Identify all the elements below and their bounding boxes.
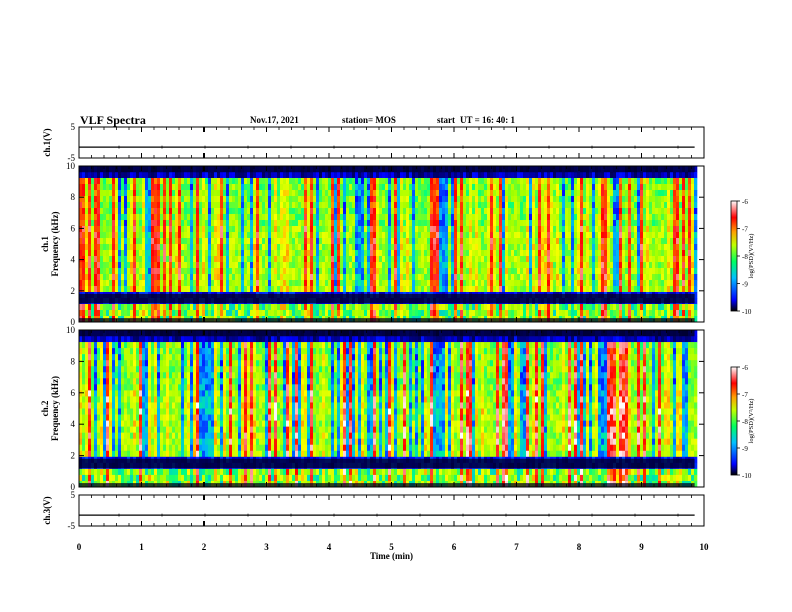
- colorbar-tick-label: -10: [742, 308, 752, 316]
- x-tick-label: 5: [389, 542, 394, 552]
- y-tick-label: 6: [71, 223, 76, 233]
- date-label: Nov.17, 2021: [250, 115, 299, 125]
- colorbar-label: log(PSD)(V²/Hz): [748, 399, 755, 444]
- y-axis-label: ch.1(V): [42, 128, 52, 156]
- x-tick-label: 6: [452, 542, 457, 552]
- colorbar-tick-label: -8: [742, 253, 748, 261]
- y-tick-label: 5: [71, 122, 76, 132]
- colorbar-label: log(PSD)(V²/Hz): [748, 234, 755, 279]
- y-tick-label: 4: [71, 255, 76, 265]
- colorbar-tick-label: -7: [742, 226, 748, 234]
- station-label: station= MOS: [342, 115, 396, 125]
- colorbar: [730, 366, 738, 476]
- y-tick-label: 2: [71, 451, 76, 461]
- spectrogram-layer: [79, 166, 704, 488]
- x-tick-label: 3: [264, 542, 269, 552]
- x-tick-label: 2: [202, 542, 207, 552]
- colorbar-tick-label: -6: [742, 364, 748, 372]
- axes-layer: [78, 126, 740, 527]
- colorbar-tick-label: -9: [742, 445, 748, 453]
- spectrogram-dark-band: [79, 483, 695, 487]
- start-label: start: [437, 115, 455, 125]
- x-tick-label: 4: [327, 542, 332, 552]
- y-tick-label: 0: [71, 482, 76, 492]
- y-tick-label: 10: [66, 161, 76, 171]
- x-tick-label: 0: [77, 542, 82, 552]
- spectrogram-dark-band: [79, 458, 695, 469]
- y-tick-label: -5: [68, 521, 76, 531]
- spectrogram-dark-band: [79, 330, 695, 337]
- colorbar-tick-label: -9: [742, 281, 748, 289]
- y-tick-label: 5: [71, 490, 76, 500]
- x-tick-label: 8: [577, 542, 582, 552]
- y-tick-label: 8: [71, 192, 76, 202]
- colorbar-tick-label: -7: [742, 391, 748, 399]
- y-tick-label: 8: [71, 356, 76, 366]
- start-ut-label: UT = 16: 40: 1: [460, 115, 515, 125]
- colorbar-tick-label: -6: [742, 198, 748, 206]
- x-tick-label: 10: [700, 542, 710, 552]
- spectrogram-dark-band: [79, 293, 695, 304]
- x-tick-label: 1: [139, 542, 144, 552]
- y-tick-label: 6: [71, 388, 76, 398]
- y-tick-label: 2: [71, 286, 76, 296]
- y-tick-label: 4: [71, 419, 76, 429]
- x-tick-label: 9: [639, 542, 644, 552]
- y-axis-label-frequency: Frequency (kHz): [50, 211, 60, 276]
- colorbar: [730, 200, 738, 312]
- spectrogram-dark-band: [79, 318, 695, 322]
- y-axis-label-channel: ch.2: [40, 400, 50, 416]
- y-tick-label: 10: [66, 325, 76, 335]
- colorbar-tick-label: -10: [742, 472, 752, 480]
- y-axis-label-frequency: Frequency (kHz): [50, 376, 60, 441]
- y-tick-label: -5: [68, 153, 76, 163]
- x-tick-label: 7: [514, 542, 519, 552]
- y-axis-label: ch.3(V): [42, 496, 52, 524]
- spectrogram-dark-band: [79, 166, 695, 173]
- y-tick-label: 0: [71, 317, 76, 327]
- colorbar-tick-label: -8: [742, 418, 748, 426]
- x-axis-label: Time (min): [370, 551, 413, 561]
- y-axis-label-channel: ch.1: [40, 236, 50, 252]
- chart-title: VLF Spectra: [80, 113, 146, 127]
